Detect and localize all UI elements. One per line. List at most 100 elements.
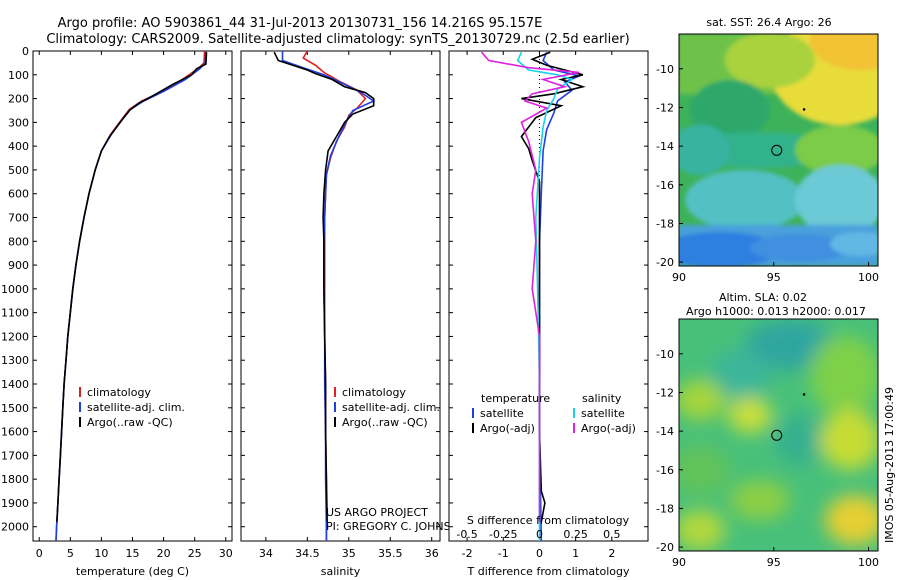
credit-line1: US ARGO PROJECT: [326, 506, 428, 519]
sla-map-ytick-label: -20: [656, 541, 674, 554]
temperature-xtick-label: 0: [36, 547, 43, 560]
sla-map-reference-dot: [802, 393, 806, 396]
difference-panel: -2 -1 0 1 2 T difference from climatology temp…: [448, 50, 649, 578]
depth-tick-label: 900: [8, 259, 29, 272]
difference-series-s-argo-adj: [480, 51, 580, 522]
depth-tick-label: 200: [8, 93, 29, 106]
sla-map-ytick-label: -12: [656, 386, 674, 399]
difference-xtick-label: 2: [608, 547, 615, 560]
difference-plot-frame: [448, 50, 649, 542]
salinity-diff-tick-label: -0.5: [456, 528, 477, 541]
difference-legend-label: Argo(-adj): [581, 422, 636, 435]
salinity-xtick-label: 34: [259, 547, 273, 560]
salinity-xtick-label: 35.5: [378, 547, 403, 560]
sla-map-xtick-label: 95: [767, 556, 781, 569]
salinity-diff-tick-label: 0.25: [563, 528, 588, 541]
temperature-xtick-label: 20: [157, 547, 171, 560]
sst-map-ytick-label: -18: [656, 217, 674, 230]
salinity-xtick-label: 35: [342, 547, 356, 560]
salinity-legend-label: satellite-adj. clim.: [342, 401, 440, 414]
temperature-legend-label: climatology: [87, 386, 151, 399]
difference-xlabel: T difference from climatology: [467, 565, 630, 578]
salinity-legend-label: climatology: [342, 386, 406, 399]
sla-map-field: [679, 320, 878, 550]
difference-xtick-label: 0: [536, 547, 543, 560]
depth-tick-label: 300: [8, 116, 29, 129]
depth-tick-label: 1100: [1, 307, 29, 320]
depth-tick-label: 100: [8, 69, 29, 82]
credit-line2: PI: GREGORY C. JOHNSON: [326, 520, 467, 533]
depth-tick-label: 1900: [1, 497, 29, 510]
difference-legend-label: satellite: [480, 407, 524, 420]
depth-tick-label: 1700: [1, 449, 29, 462]
legend-header-temperature: temperature: [481, 392, 550, 405]
difference-xtick-label: -2: [462, 547, 473, 560]
sst-map-ytick-label: -20: [656, 256, 674, 269]
sst-map-reference-dot: [802, 108, 806, 111]
figure-title-line1: Argo profile: AO 5903861_44 31-Jul-2013 …: [58, 16, 543, 31]
sla-map-ytick-label: -14: [656, 425, 674, 438]
salinity-diff-tick-label: 0: [536, 528, 543, 541]
depth-tick-label: 600: [8, 188, 29, 201]
sla-map-title: Altim. SLA: 0.02: [719, 291, 807, 304]
sla-map-xtick-label: 100: [858, 556, 879, 569]
salinity-series-argo-raw-qc: [273, 51, 375, 523]
difference-legend-label: satellite: [581, 407, 625, 420]
figure-title-line2: Climatology: CARS2009. Satellite-adjuste…: [46, 32, 629, 47]
difference-xtick-label: -1: [498, 547, 509, 560]
salinity-xtick-label: 36: [425, 547, 439, 560]
temperature-xtick-label: 15: [126, 547, 140, 560]
temperature-series-argo-raw-qc: [56, 52, 208, 523]
sla-map-panel: Altim. SLA: 0.02 Argo h1000: 0.013 h2000…: [656, 291, 879, 569]
salinity-xtick-label: 34.5: [295, 547, 320, 560]
temperature-xtick-label: 25: [188, 547, 202, 560]
difference-xtick-label: 1: [572, 547, 579, 560]
depth-tick-label: 1800: [1, 473, 29, 486]
depth-tick-label: 400: [8, 140, 29, 153]
salinity-diff-tick-label: -0.25: [489, 528, 517, 541]
depth-tick-label: 500: [8, 164, 29, 177]
depth-tick-label: 2000: [1, 521, 29, 534]
sst-map-ytick-label: -16: [656, 179, 674, 192]
salinity-legend-label: Argo(..raw -QC): [342, 416, 428, 429]
sla-map-ytick-label: -18: [656, 502, 674, 515]
temperature-xtick-label: 10: [94, 547, 108, 560]
sst-map-ytick-label: -14: [656, 140, 674, 153]
salinity-panel: 34 34.5 35 35.5 36 salinity climatology satelli…: [240, 50, 467, 578]
sla-map-argo-position-marker: [771, 429, 783, 441]
depth-tick-label: 0: [22, 45, 29, 58]
sst-map-panel: sat. SST: 26.4 Argo: 26 90 95 100 -10: [656, 16, 879, 284]
sst-map-ytick-label: -10: [656, 63, 674, 76]
difference-legend-label: Argo(-adj): [480, 422, 535, 435]
depth-tick-label: 1500: [1, 402, 29, 415]
sst-map-xtick-label: 90: [672, 271, 686, 284]
sla-map-ytick-label: -16: [656, 464, 674, 477]
depth-tick-label: 1200: [1, 330, 29, 343]
temperature-legend-label: satellite-adj. clim.: [87, 401, 185, 414]
timestamp-side-text: IMOS 05-Aug-2013 17:00:49: [883, 387, 896, 543]
sst-map-field: [679, 34, 878, 266]
temperature-xtick-label: 30: [219, 547, 233, 560]
sst-map-title: sat. SST: 26.4 Argo: 26: [706, 16, 831, 29]
sst-map-xtick-label: 100: [858, 271, 879, 284]
sst-map-ytick-label: -12: [656, 101, 674, 114]
salinity-xlabel: salinity: [321, 565, 361, 578]
sla-map-subtitle: Argo h1000: 0.013 h2000: 0.017: [686, 305, 866, 318]
depth-tick-label: 700: [8, 212, 29, 225]
sla-map-xtick-label: 90: [672, 556, 686, 569]
temperature-legend-label: Argo(..raw -QC): [87, 416, 173, 429]
temperature-plot-frame: [32, 50, 233, 542]
temperature-xlabel: temperature (deg C): [76, 565, 189, 578]
salinity-diff-tick-label: 0.5: [603, 528, 621, 541]
depth-tick-label: 1000: [1, 283, 29, 296]
sla-map-ytick-label: -10: [656, 348, 674, 361]
depth-tick-label: 1400: [1, 378, 29, 391]
depth-tick-label: 1300: [1, 354, 29, 367]
depth-tick-label: 1600: [1, 426, 29, 439]
temperature-xtick-label: 5: [67, 547, 74, 560]
sst-map-argo-position-marker: [771, 144, 783, 156]
depth-tick-label: 800: [8, 235, 29, 248]
difference-xlabel-top: S difference from climatology: [467, 514, 630, 527]
legend-header-salinity: salinity: [582, 392, 622, 405]
